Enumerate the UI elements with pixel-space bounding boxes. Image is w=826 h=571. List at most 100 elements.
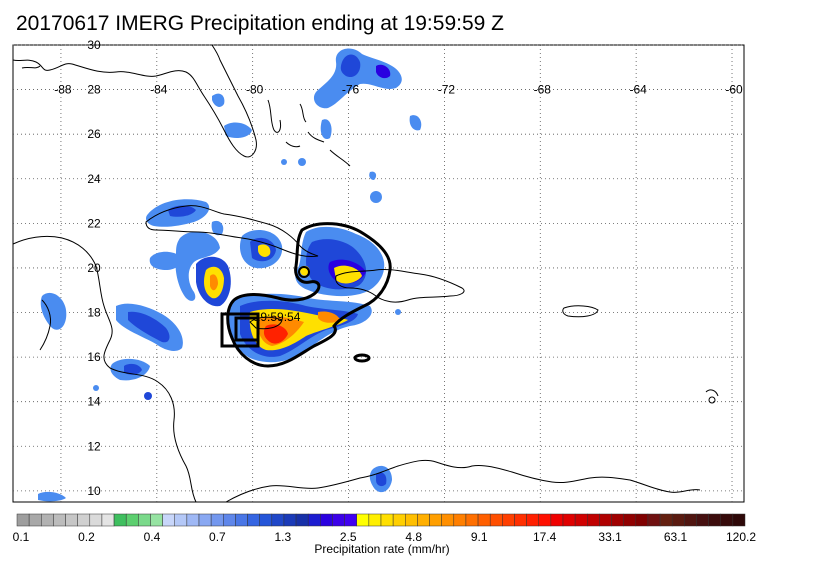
colorbar-swatch bbox=[647, 513, 661, 527]
colorbar-swatch bbox=[138, 513, 151, 527]
south-america-coast bbox=[225, 459, 701, 503]
colorbar-swatch bbox=[235, 513, 248, 527]
colorbar-swatch bbox=[320, 513, 333, 527]
colorbar-swatch bbox=[368, 513, 382, 527]
central-america-coast bbox=[12, 235, 197, 503]
latitude-tick-label: 12 bbox=[87, 439, 101, 453]
colorbar-tick-labels: 0.1 0.2 0.4 0.7 1.3 2.5 4.8 9.1 17.4 33.1 63.1 120.… bbox=[13, 530, 757, 544]
bahamas-island-3 bbox=[285, 141, 301, 148]
colorbar-swatch bbox=[113, 513, 127, 527]
colorbar-swatch bbox=[210, 513, 224, 527]
colorbar-swatch bbox=[283, 513, 297, 527]
map-title: 20170617 IMERG Precipitation ending at 1… bbox=[16, 12, 504, 35]
latitude-tick-label: 30 bbox=[87, 38, 101, 52]
bahamas-island bbox=[267, 99, 281, 133]
colorbar-swatch bbox=[477, 513, 491, 527]
latitude-tick-label: 22 bbox=[87, 216, 101, 230]
colorbar-swatch bbox=[732, 513, 746, 527]
colorbar-swatch bbox=[587, 513, 600, 527]
colorbar-tick-label: 0.4 bbox=[144, 530, 161, 544]
colorbar-tick-label: 17.4 bbox=[533, 530, 557, 544]
storm-contour-eye bbox=[298, 266, 310, 278]
colorbar-swatch bbox=[465, 513, 479, 527]
colorbar-swatch bbox=[198, 513, 212, 527]
colorbar-swatch bbox=[599, 513, 612, 527]
colorbar-swatch bbox=[356, 513, 370, 527]
colorbar-swatch bbox=[538, 513, 552, 527]
latitude-tick-label: 20 bbox=[87, 261, 101, 275]
storm-contour-inner bbox=[234, 316, 260, 342]
colorbar-swatch bbox=[271, 513, 285, 527]
latitude-tick-label: 24 bbox=[87, 172, 101, 186]
colorbar-swatch bbox=[186, 513, 200, 527]
colorbar-swatch bbox=[150, 513, 163, 527]
colorbar-tick-label: 9.1 bbox=[471, 530, 488, 544]
graticule bbox=[13, 44, 744, 502]
colorbar-tick-label: 33.1 bbox=[598, 530, 622, 544]
storm-outline bbox=[220, 222, 392, 368]
storm-contour-box bbox=[220, 312, 260, 348]
longitude-tick-label: -88 bbox=[54, 83, 72, 97]
colorbar-swatch bbox=[708, 513, 721, 527]
cuba-coast bbox=[145, 205, 319, 257]
colorbar-swatch bbox=[720, 513, 734, 527]
colorbar-swatch bbox=[392, 513, 406, 527]
precipitation-field bbox=[38, 48, 422, 502]
precip-cluster-caribbean-core bbox=[227, 293, 372, 363]
colorbar-swatch bbox=[671, 513, 685, 527]
colorbar-swatch bbox=[295, 513, 309, 527]
colorbar-swatch bbox=[526, 513, 539, 527]
colorbar-swatch bbox=[53, 513, 66, 527]
colorbar-swatch bbox=[307, 513, 321, 527]
bahamas-island-5 bbox=[329, 149, 351, 167]
colorbar-swatch bbox=[89, 513, 103, 527]
colorbar-swatch bbox=[77, 513, 91, 527]
colorbar-swatch bbox=[550, 513, 564, 527]
colorbar-tick-label: 120.2 bbox=[726, 530, 756, 544]
longitude-tick-label: -76 bbox=[342, 83, 360, 97]
colorbar-swatch bbox=[441, 513, 455, 527]
colorbar-swatch bbox=[684, 513, 697, 527]
colorbar-swatch bbox=[344, 513, 357, 527]
colorbar-title: Precipitation rate (mm/hr) bbox=[314, 542, 449, 556]
colorbar-swatch bbox=[65, 513, 78, 527]
latitude-labels: 30 28 26 24 22 20 18 16 14 12 10 bbox=[87, 38, 101, 498]
gulf-inlet bbox=[21, 65, 41, 69]
bahamas-island-2 bbox=[299, 103, 307, 123]
antilles-island-2 bbox=[708, 396, 716, 404]
longitude-tick-label: -84 bbox=[150, 83, 168, 97]
precip-cluster-hispaniola bbox=[295, 226, 401, 315]
colorbar-swatch bbox=[417, 513, 430, 527]
florida-coast bbox=[12, 44, 257, 158]
colorbar-swatch bbox=[247, 513, 260, 527]
colorbar-swatch bbox=[259, 513, 273, 527]
colorbar-swatch bbox=[332, 513, 345, 527]
longitude-tick-label: -80 bbox=[246, 83, 264, 97]
latitude-tick-label: 28 bbox=[87, 83, 101, 97]
colorbar-swatch bbox=[623, 513, 637, 527]
colorbar-swatch bbox=[380, 513, 394, 527]
colorbar-tick-label: 63.1 bbox=[664, 530, 688, 544]
colorbar-tick-label: 2.5 bbox=[340, 530, 357, 544]
colorbar-swatch bbox=[16, 513, 30, 527]
bahamas-island-4 bbox=[307, 131, 325, 143]
longitude-tick-label: -68 bbox=[534, 83, 552, 97]
precip-cluster-bahamas bbox=[212, 48, 422, 203]
colorbar-swatch bbox=[162, 513, 175, 527]
colorbar bbox=[16, 513, 746, 527]
colorbar-swatch bbox=[28, 513, 42, 527]
colorbar-swatch bbox=[574, 513, 588, 527]
colorbar-swatch bbox=[696, 513, 709, 527]
colorbar-tick-label: 0.7 bbox=[209, 530, 226, 544]
colorbar-tick-label: 0.1 bbox=[13, 530, 30, 544]
colorbar-swatch bbox=[635, 513, 649, 527]
time-annotation: 19:59:54 bbox=[254, 310, 301, 324]
colorbar-swatch bbox=[489, 513, 503, 527]
latitude-tick-label: 10 bbox=[87, 484, 101, 498]
colorbar-swatch bbox=[41, 513, 54, 527]
coastlines bbox=[12, 44, 719, 503]
antilles-island bbox=[705, 389, 719, 397]
colorbar-tick-label: 0.2 bbox=[78, 530, 95, 544]
longitude-labels: -88 -84 -80 -76 -72 -68 -64 -60 bbox=[54, 83, 743, 97]
